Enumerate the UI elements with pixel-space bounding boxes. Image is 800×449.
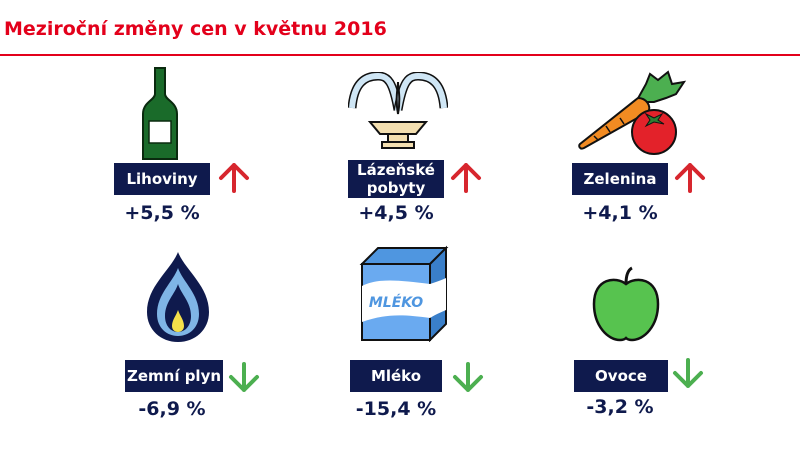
item-value-zemni-plyn: -6,9 %: [138, 398, 206, 420]
item-value-mleko: -15,4 %: [355, 398, 437, 420]
arrow-up-icon: [218, 163, 250, 197]
svg-text:MLÉKO: MLÉKO: [369, 294, 423, 311]
title-divider: [0, 54, 800, 56]
page-title: Meziroční změny cen v květnu 2016: [4, 18, 387, 40]
vegetables-icon: [576, 68, 692, 160]
arrow-down-icon: [228, 362, 260, 396]
item-label-mleko: Mléko: [350, 360, 442, 392]
item-value-ovoce: -3,2 %: [586, 396, 654, 418]
arrow-down-icon: [452, 362, 484, 396]
item-value-lihoviny: +5,5 %: [124, 202, 200, 224]
item-label-lazenske-pobyty: Lázeňské pobyty: [348, 160, 444, 198]
item-value-zelenina: +4,1 %: [582, 202, 658, 224]
item-label-zelenina: Zelenina: [572, 163, 668, 195]
item-value-lazenske-pobyty: +4,5 %: [358, 202, 434, 224]
apple-icon: [590, 266, 662, 342]
bottle-icon: [140, 66, 180, 162]
fountain-icon: [347, 71, 449, 152]
gas-flame-icon: [145, 250, 211, 344]
arrow-up-icon: [674, 163, 706, 197]
milk-carton-icon: MLÉKO: [358, 244, 450, 343]
item-label-ovoce: Ovoce: [574, 360, 668, 392]
item-label-zemni-plyn: Zemní plyn: [125, 360, 223, 392]
arrow-up-icon: [450, 163, 482, 197]
arrow-down-icon: [672, 358, 704, 392]
item-label-lihoviny: Lihoviny: [114, 163, 210, 195]
